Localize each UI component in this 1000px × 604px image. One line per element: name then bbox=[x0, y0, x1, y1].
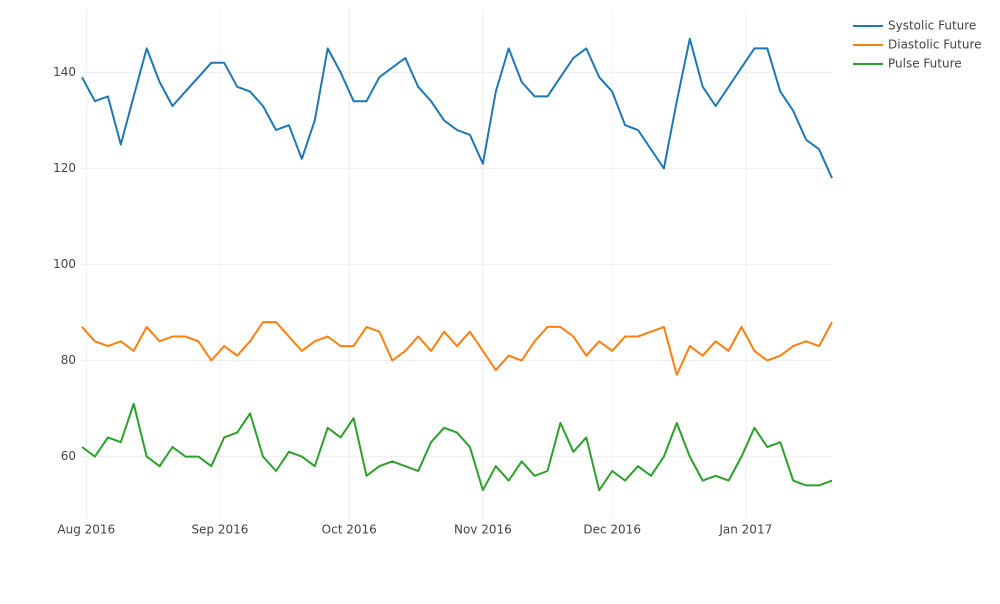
y-tick-label: 80 bbox=[61, 353, 76, 367]
series-line bbox=[81, 37, 833, 179]
y-tick-label: 60 bbox=[61, 449, 76, 463]
legend-label: Diastolic Future bbox=[888, 38, 982, 52]
y-tick-label: 140 bbox=[53, 65, 76, 79]
x-tick-label: Sep 2016 bbox=[191, 523, 248, 537]
y-tick-label: 120 bbox=[53, 161, 76, 175]
x-tick-label: Nov 2016 bbox=[454, 523, 512, 537]
legend-label: Systolic Future bbox=[888, 19, 976, 33]
x-tick-label: Aug 2016 bbox=[57, 523, 115, 537]
x-tick-label: Oct 2016 bbox=[322, 523, 377, 537]
series-line bbox=[81, 321, 833, 376]
legend-label: Pulse Future bbox=[888, 57, 962, 71]
x-tick-label: Dec 2016 bbox=[583, 523, 641, 537]
series-line bbox=[81, 402, 833, 492]
y-tick-label: 100 bbox=[53, 257, 76, 271]
x-tick-label: Jan 2017 bbox=[718, 523, 772, 537]
